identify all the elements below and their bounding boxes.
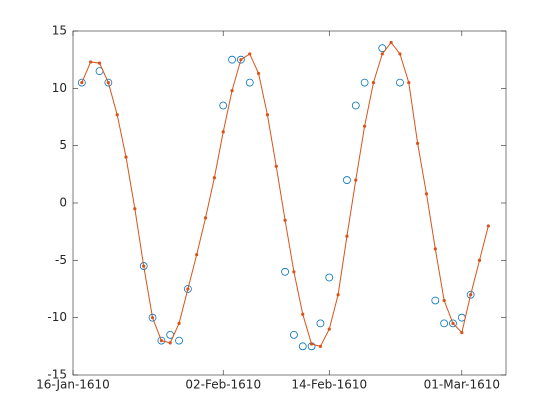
marker	[106, 81, 110, 85]
y-tick-label: 5	[59, 138, 67, 152]
marker	[124, 155, 128, 159]
marker	[133, 207, 137, 211]
marker	[283, 218, 287, 222]
marker	[424, 192, 429, 196]
marker	[290, 330, 298, 339]
marker	[360, 78, 369, 87]
marker	[104, 78, 113, 87]
y-tick-label: 0	[59, 196, 67, 210]
marker	[327, 327, 331, 331]
marker	[398, 52, 402, 56]
marker	[148, 313, 157, 322]
marker	[431, 296, 440, 305]
marker	[150, 316, 155, 320]
marker	[451, 321, 455, 325]
marker	[407, 81, 411, 85]
marker	[236, 55, 245, 64]
marker	[230, 89, 234, 93]
marker	[486, 224, 490, 228]
x-tick-label: 01-Mar-1610	[424, 378, 500, 392]
marker	[281, 267, 289, 276]
marker	[212, 176, 216, 180]
x-tick-label: 02-Feb-1610	[185, 378, 261, 392]
marker	[469, 293, 473, 297]
marker	[345, 234, 349, 238]
marker	[380, 52, 384, 56]
marker	[80, 81, 84, 85]
marker	[416, 141, 420, 145]
marker	[186, 287, 190, 291]
marker	[318, 344, 323, 348]
marker	[221, 130, 225, 134]
marker	[245, 78, 254, 87]
marker	[115, 113, 119, 117]
marker	[477, 258, 482, 262]
marker	[301, 312, 305, 316]
marker	[309, 342, 314, 346]
marker	[396, 78, 404, 87]
marker	[466, 290, 475, 299]
marker	[343, 176, 351, 184]
y-tick-label: 15	[52, 24, 67, 38]
marker	[316, 319, 325, 328]
marker	[351, 101, 360, 110]
marker	[449, 319, 457, 328]
marker	[159, 339, 163, 343]
marker	[228, 55, 236, 64]
marker	[460, 330, 464, 335]
marker	[168, 341, 172, 345]
marker	[175, 336, 183, 345]
marker	[248, 52, 252, 56]
y-tick-label: -10	[47, 310, 67, 324]
marker	[256, 71, 261, 76]
marker	[239, 58, 243, 62]
marker	[139, 262, 148, 270]
marker	[389, 40, 393, 45]
y-tick-label: -15	[47, 368, 67, 382]
marker	[325, 273, 334, 282]
marker	[203, 216, 208, 220]
plot-area	[72, 30, 507, 376]
marker	[265, 113, 270, 117]
x-tick-label: 14-Feb-1610	[291, 378, 367, 392]
marker	[89, 60, 93, 64]
marker	[433, 247, 437, 251]
marker	[274, 164, 278, 168]
marker	[157, 336, 166, 345]
marker	[77, 78, 86, 87]
marker	[354, 178, 358, 182]
marker	[336, 293, 340, 297]
marker	[363, 124, 367, 128]
y-tick-label: 10	[52, 81, 67, 95]
marker	[292, 270, 296, 274]
marker	[442, 298, 446, 303]
marker	[142, 264, 146, 268]
marker	[298, 342, 307, 351]
marker	[378, 44, 387, 53]
x-tick-label: 16-Jan-1610	[36, 378, 110, 392]
y-tick-label: -5	[55, 253, 67, 267]
marker	[195, 253, 199, 257]
marker	[440, 319, 449, 328]
marker	[371, 81, 376, 85]
marker	[219, 101, 228, 110]
marker	[183, 285, 192, 293]
marker	[177, 321, 181, 325]
marker	[97, 61, 102, 65]
